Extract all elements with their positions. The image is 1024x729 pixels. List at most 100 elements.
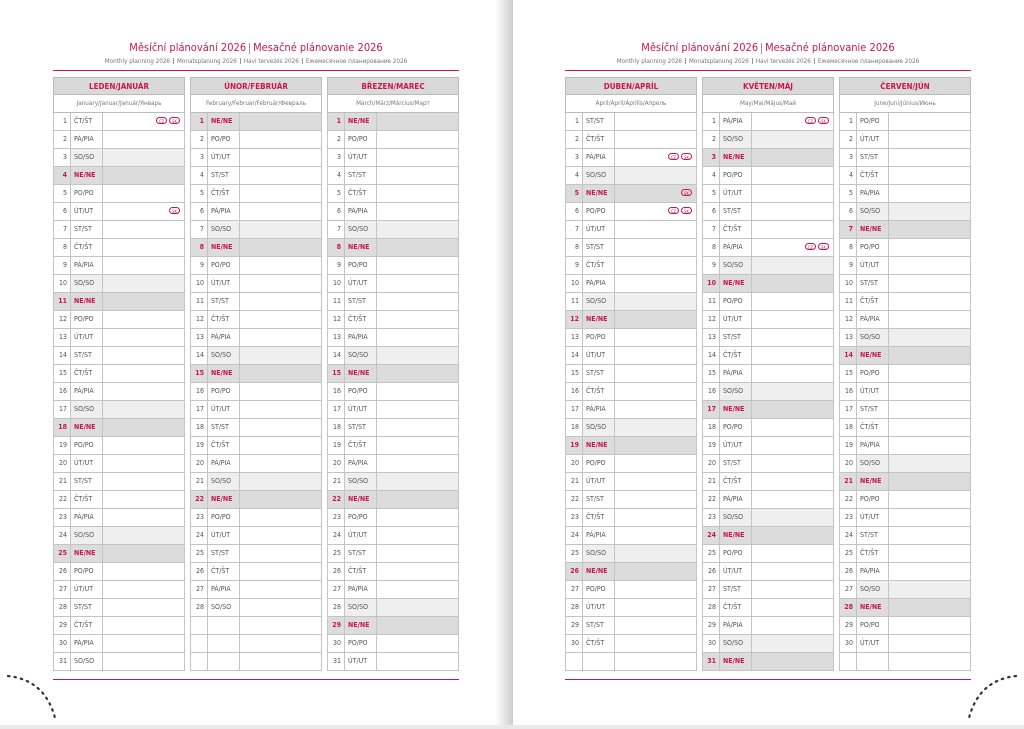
day-number: 7: [848, 225, 853, 233]
weekday: ST/ST: [344, 419, 377, 436]
note-cell: [614, 419, 696, 436]
note-cell: [751, 149, 833, 166]
day-row: 14 SO/SO: [327, 347, 459, 365]
weekday: ČT/ŠT: [344, 437, 377, 454]
day-row: 8 NE/NE: [190, 239, 322, 257]
note-cell: [102, 383, 184, 400]
note-cell: [239, 473, 321, 490]
day-number: 18: [570, 423, 579, 431]
note-cell: [751, 437, 833, 454]
day-number: 28: [844, 603, 853, 611]
weekday: ČT/ŠT: [70, 617, 103, 634]
note-cell: [102, 131, 184, 148]
day-row: 21 ČT/ŠT: [702, 473, 834, 491]
day-number: 29: [332, 621, 341, 629]
note-cell: [376, 527, 458, 544]
note-cell: [614, 545, 696, 562]
day-number: 16: [707, 387, 716, 395]
weekday: PÁ/PIA: [582, 149, 615, 166]
weekday: ÚT/UT: [582, 347, 615, 364]
weekday: NE/NE: [207, 239, 240, 256]
day-row: 16 PÁ/PIA: [53, 383, 185, 401]
weekday: SO/SO: [856, 329, 889, 346]
day-number: 2: [848, 135, 853, 143]
note-cell: [888, 329, 970, 346]
day-number: [191, 653, 204, 670]
day-number: 14: [844, 351, 853, 359]
note-cell: [239, 653, 321, 670]
note-cell: [376, 329, 458, 346]
weekday: PÁ/PIA: [344, 329, 377, 346]
day-row: 2 PO/PO: [190, 131, 322, 149]
day-number: 13: [195, 333, 204, 341]
dotted-arc: [6, 674, 57, 720]
day-number: 20: [195, 459, 204, 467]
weekday: ČT/ŠT: [719, 599, 752, 616]
note-cell: [376, 581, 458, 598]
day-number: 6: [199, 207, 204, 215]
weekday: PO/PO: [207, 257, 240, 274]
day-number: 3: [336, 153, 341, 161]
note-cell: [102, 239, 184, 256]
weekday: NE/NE: [719, 527, 752, 544]
day-row: 30 ČT/ŠT: [565, 635, 697, 653]
note-cell: [102, 635, 184, 652]
note-cell: [888, 347, 970, 364]
note-cell: [751, 275, 833, 292]
holiday-badge: SK: [169, 207, 180, 214]
note-cell: [751, 545, 833, 562]
day-row: 27 PÁ/PIA: [327, 581, 459, 599]
day-number: 20: [707, 459, 716, 467]
day-number: 9: [199, 261, 204, 269]
subtitle-part: Ежемесячное планирование 2026: [305, 58, 408, 66]
day-number: 10: [58, 279, 67, 287]
day-number: 17: [332, 405, 341, 413]
note-cell: [376, 635, 458, 652]
day-row: 29 PO/PO: [839, 617, 971, 635]
weekday: SO/SO: [70, 401, 103, 418]
weekday: ČT/ŠT: [719, 221, 752, 238]
day-row: 10 PÁ/PIA: [565, 275, 697, 293]
note-cell: [102, 293, 184, 310]
weekday: PO/PO: [344, 131, 377, 148]
day-row: 24 NE/NE: [702, 527, 834, 545]
day-row: 29 ST/ST: [565, 617, 697, 635]
day-row: [839, 653, 971, 671]
day-number: 10: [570, 279, 579, 287]
weekday: ČT/ŠT: [856, 167, 889, 184]
note-cell: [751, 581, 833, 598]
day-number: 8: [62, 243, 67, 251]
note-cell: [614, 221, 696, 238]
day-number: 26: [570, 567, 579, 575]
weekday: ST/ST: [70, 473, 103, 490]
day-number: 17: [58, 405, 67, 413]
weekday: PO/PO: [70, 563, 103, 580]
day-number: 22: [332, 495, 341, 503]
weekday: ÚT/UT: [344, 527, 377, 544]
note-cell: [376, 437, 458, 454]
day-row: 21 ST/ST: [53, 473, 185, 491]
weekday: ST/ST: [344, 167, 377, 184]
day-row: 2 PÁ/PIA: [53, 131, 185, 149]
subtitle-part: Ежемесячное планирование 2026: [817, 58, 920, 66]
day-number: 28: [195, 603, 204, 611]
note-cell: [614, 365, 696, 382]
day-row: 16 ČT/ŠT: [565, 383, 697, 401]
weekday: PÁ/PIA: [719, 365, 752, 382]
day-number: 13: [58, 333, 67, 341]
day-row: 3 SO/SO: [53, 149, 185, 167]
holiday-badge: SK: [169, 117, 180, 124]
weekday: SO/SO: [719, 635, 752, 652]
day-row: 22 NE/NE: [327, 491, 459, 509]
note-cell: [376, 419, 458, 436]
note-cell: [102, 347, 184, 364]
day-number: 8: [199, 243, 204, 251]
day-number: 20: [332, 459, 341, 467]
weekday: ST/ST: [719, 203, 752, 220]
weekday: SO/SO: [207, 347, 240, 364]
note-cell: CZ SK: [614, 203, 696, 220]
day-number: 1: [574, 117, 579, 125]
day-row: 22 PÁ/PIA: [702, 491, 834, 509]
weekday: SO/SO: [856, 203, 889, 220]
